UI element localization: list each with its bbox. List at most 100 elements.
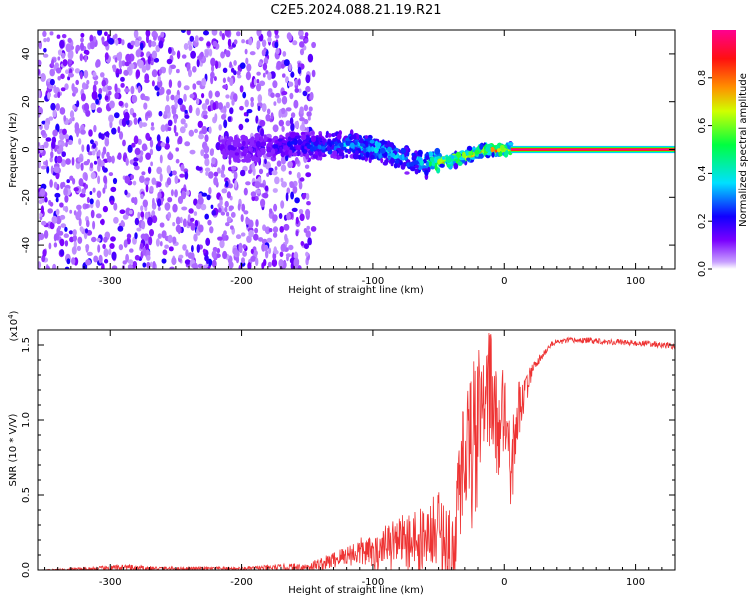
noise-cell <box>189 217 195 222</box>
noise-cell <box>188 129 194 137</box>
echo-cell <box>237 143 243 148</box>
echo-cell <box>429 156 435 163</box>
noise-cell <box>259 183 265 188</box>
noise-cell <box>68 230 73 235</box>
noise-cell <box>179 126 186 134</box>
noise-cell <box>256 83 262 92</box>
noise-cell <box>49 179 53 188</box>
noise-cell <box>156 91 160 97</box>
echo-cell <box>487 143 493 148</box>
noise-cell <box>111 155 115 164</box>
noise-cell <box>118 59 123 69</box>
noise-cell <box>243 210 249 215</box>
noise-cell <box>69 49 74 58</box>
noise-cell <box>304 38 309 43</box>
noise-cell <box>303 243 309 250</box>
noise-cell <box>161 258 167 264</box>
noise-cell <box>133 196 138 206</box>
noise-cell <box>103 236 108 243</box>
noise-cell <box>206 258 210 264</box>
noise-cell <box>89 40 96 50</box>
noise-cell <box>280 107 286 115</box>
noise-cell <box>157 198 162 207</box>
echo-cell <box>260 141 267 147</box>
echo-cell <box>425 155 430 161</box>
noise-cell <box>40 129 46 136</box>
echo-cell <box>370 154 375 160</box>
noise-cell <box>57 56 61 61</box>
noise-cell <box>133 117 138 125</box>
noise-cell <box>306 201 311 206</box>
noise-cell <box>145 63 151 71</box>
noise-cell <box>290 122 295 132</box>
echo-cell <box>397 163 401 168</box>
noise-cell <box>64 83 69 90</box>
noise-cell <box>140 42 144 51</box>
noise-cell <box>60 73 65 80</box>
noise-cell <box>200 203 207 211</box>
noise-cell <box>241 39 246 44</box>
noise-cell <box>53 166 60 174</box>
noise-cell <box>96 190 102 199</box>
noise-cell <box>62 59 68 67</box>
noise-cell <box>261 262 265 269</box>
noise-cell <box>100 219 105 225</box>
noise-cell <box>53 233 57 242</box>
noise-cell <box>193 233 198 242</box>
noise-cell <box>245 71 251 81</box>
noise-cell <box>211 157 216 165</box>
noise-cell <box>225 94 230 99</box>
noise-cell <box>247 262 252 269</box>
noise-cell <box>303 104 309 112</box>
echo-cell <box>263 134 267 139</box>
noise-cell <box>93 255 99 263</box>
noise-cell <box>80 93 86 102</box>
noise-cell <box>181 190 187 200</box>
noise-cell <box>236 250 240 258</box>
noise-cell <box>189 35 195 42</box>
noise-cell <box>280 243 287 252</box>
noise-cell <box>299 117 305 122</box>
echo-cell <box>390 152 396 158</box>
noise-cell <box>45 159 48 168</box>
noise-cell <box>214 113 218 122</box>
noise-cell <box>297 265 302 269</box>
noise-cell <box>295 230 299 237</box>
noise-cell <box>264 185 269 192</box>
noise-cell <box>55 67 62 74</box>
noise-cell <box>131 94 138 104</box>
noise-cell <box>90 102 97 111</box>
noise-cell <box>80 32 85 38</box>
noise-cell <box>206 194 211 201</box>
noise-cell <box>43 141 49 149</box>
noise-cell <box>113 216 119 224</box>
noise-cell <box>299 213 305 222</box>
noise-cell <box>294 197 300 204</box>
noise-cell <box>122 214 129 220</box>
noise-cell <box>117 225 124 232</box>
noise-cell <box>204 50 209 58</box>
noise-cell <box>196 80 202 86</box>
noise-cell <box>174 132 179 137</box>
echo-cell <box>419 159 424 166</box>
noise-cell <box>170 64 177 70</box>
echo-cell <box>241 136 247 142</box>
noise-cell <box>227 76 231 82</box>
noise-cell <box>272 80 278 89</box>
echo-cell <box>318 150 322 157</box>
noise-cell <box>218 207 222 213</box>
noise-cell <box>248 229 254 238</box>
spectrogram-frame <box>37 29 676 270</box>
noise-cell <box>117 152 122 160</box>
noise-cell <box>290 191 294 200</box>
snr-y-label: SNR (10 * V/V) <box>8 413 19 486</box>
noise-cell <box>188 44 193 52</box>
noise-cell <box>245 57 249 65</box>
noise-cell <box>171 257 177 266</box>
noise-cell <box>289 182 295 188</box>
noise-cell <box>90 139 94 145</box>
noise-cell <box>64 205 69 213</box>
noise-cell <box>85 244 90 250</box>
noise-cell <box>295 216 299 225</box>
noise-cell <box>298 88 302 93</box>
